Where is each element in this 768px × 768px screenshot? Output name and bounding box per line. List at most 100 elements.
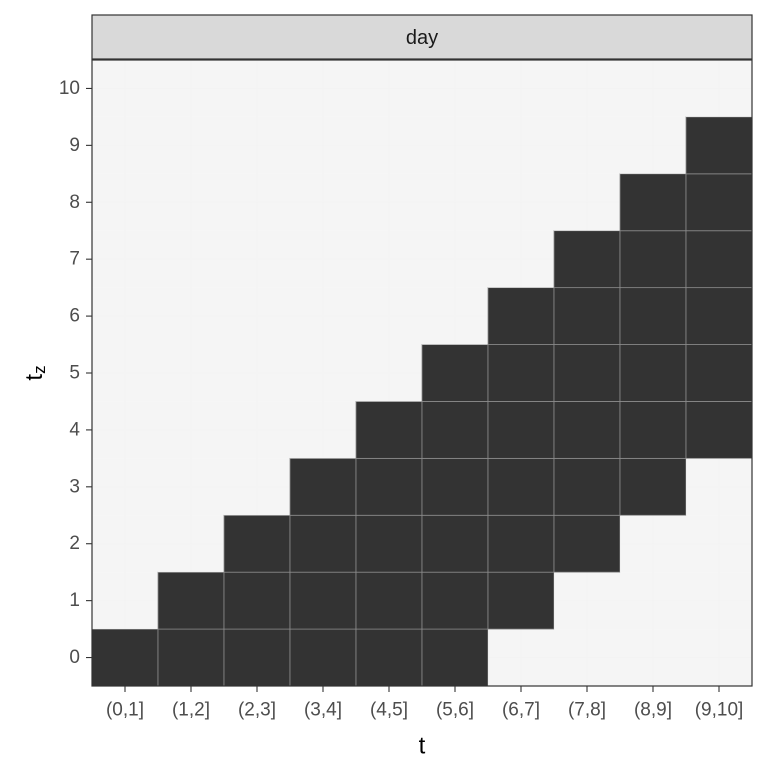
tile-filled (619, 230, 687, 289)
tile-empty (158, 116, 224, 174)
tile-empty (290, 401, 356, 459)
tile-filled (553, 344, 621, 402)
tile-empty (290, 116, 356, 174)
facet-strip: day (91, 14, 753, 60)
tile-filled (289, 457, 357, 516)
tile-filled (685, 401, 753, 459)
tile-filled (355, 514, 423, 573)
tile-empty (356, 60, 422, 117)
y-tick-label: 8 (69, 192, 80, 213)
tile-empty (158, 60, 224, 117)
x-tick-label: (1,2] (172, 700, 210, 721)
tile-filled (355, 401, 423, 459)
x-tick-label: (0,1] (106, 700, 144, 721)
x-tick-label: (8,9] (634, 700, 672, 721)
tile-empty (554, 116, 620, 174)
tile-empty (488, 116, 554, 174)
tile-empty (158, 515, 224, 573)
y-tick-label: 9 (69, 135, 80, 156)
tile-filled (553, 457, 621, 516)
tile-empty (620, 116, 686, 174)
x-tick-label: (5,6] (436, 700, 474, 721)
tile-filled (685, 173, 753, 232)
tile-empty (224, 401, 290, 459)
tile-empty (620, 629, 686, 686)
y-tick-label: 5 (69, 363, 80, 384)
y-axis-title: tz (21, 365, 49, 380)
tile-filled (685, 230, 753, 289)
tile-empty (158, 287, 224, 345)
tile-empty (488, 230, 554, 288)
tile-filled (487, 571, 555, 630)
tile-empty (158, 173, 224, 231)
tile-filled (487, 457, 555, 516)
tile-empty (356, 344, 422, 402)
y-axis-title-subscript: z (30, 365, 49, 374)
y-tick-label: 1 (69, 590, 80, 611)
x-tick-label: (6,7] (502, 700, 540, 721)
tile-empty (422, 173, 488, 231)
facet-strip-background (91, 14, 753, 60)
tile-filled (553, 514, 621, 573)
tile-empty (92, 116, 158, 174)
tile-empty (158, 458, 224, 516)
tile-filled (289, 514, 357, 573)
heatmap-tiles (91, 60, 753, 687)
tile-empty (356, 116, 422, 174)
tile-empty (488, 60, 554, 117)
tile-filled (421, 457, 489, 516)
tile-filled (421, 344, 489, 402)
x-tick-label: (3,4] (304, 700, 342, 721)
tile-filled (421, 401, 489, 459)
tile-filled (289, 628, 357, 687)
tile-empty (224, 173, 290, 231)
tile-empty (92, 401, 158, 459)
y-axis: 0 1 2 3 4 5 6 7 8 9 10 (59, 78, 92, 668)
tile-empty (224, 230, 290, 288)
tile-filled (487, 514, 555, 573)
tile-empty (356, 230, 422, 288)
y-tick-label: 6 (69, 306, 80, 327)
tile-empty (158, 344, 224, 402)
tile-filled (619, 401, 687, 459)
tile-empty (488, 173, 554, 231)
tile-empty (422, 116, 488, 174)
tile-empty (224, 344, 290, 402)
x-axis-title: t (419, 733, 426, 760)
tile-empty (620, 515, 686, 573)
y-tick-label: 4 (69, 419, 80, 440)
tile-empty (686, 458, 752, 516)
tile-empty (224, 60, 290, 117)
y-tick-label: 2 (69, 533, 80, 554)
tile-filled (487, 287, 555, 345)
tile-empty (554, 60, 620, 117)
tile-filled (355, 571, 423, 630)
tile-filled (619, 344, 687, 402)
tile-filled (223, 628, 291, 687)
tile-empty (224, 458, 290, 516)
tile-filled (487, 344, 555, 402)
tile-empty (686, 572, 752, 630)
tile-filled (685, 287, 753, 345)
x-tick-label: (7,8] (568, 700, 606, 721)
tile-filled (355, 628, 423, 687)
tile-filled (91, 628, 159, 687)
tile-filled (619, 173, 687, 232)
tile-filled (487, 401, 555, 459)
x-tick-label: (9,10] (695, 700, 744, 721)
tile-empty (554, 173, 620, 231)
tile-filled (157, 628, 225, 687)
tile-filled (421, 628, 489, 687)
x-tick-label: (4,5] (370, 700, 408, 721)
tile-empty (92, 60, 158, 117)
facet-strip-label: day (406, 27, 438, 49)
tile-filled (223, 514, 291, 573)
y-tick-label: 0 (69, 647, 80, 668)
tile-empty (554, 629, 620, 686)
tile-empty (92, 572, 158, 630)
y-tick-label: 10 (59, 78, 80, 99)
tile-empty (158, 401, 224, 459)
tile-empty (224, 287, 290, 345)
y-axis-title-main: t (21, 374, 48, 381)
y-tick-label: 7 (69, 249, 80, 270)
